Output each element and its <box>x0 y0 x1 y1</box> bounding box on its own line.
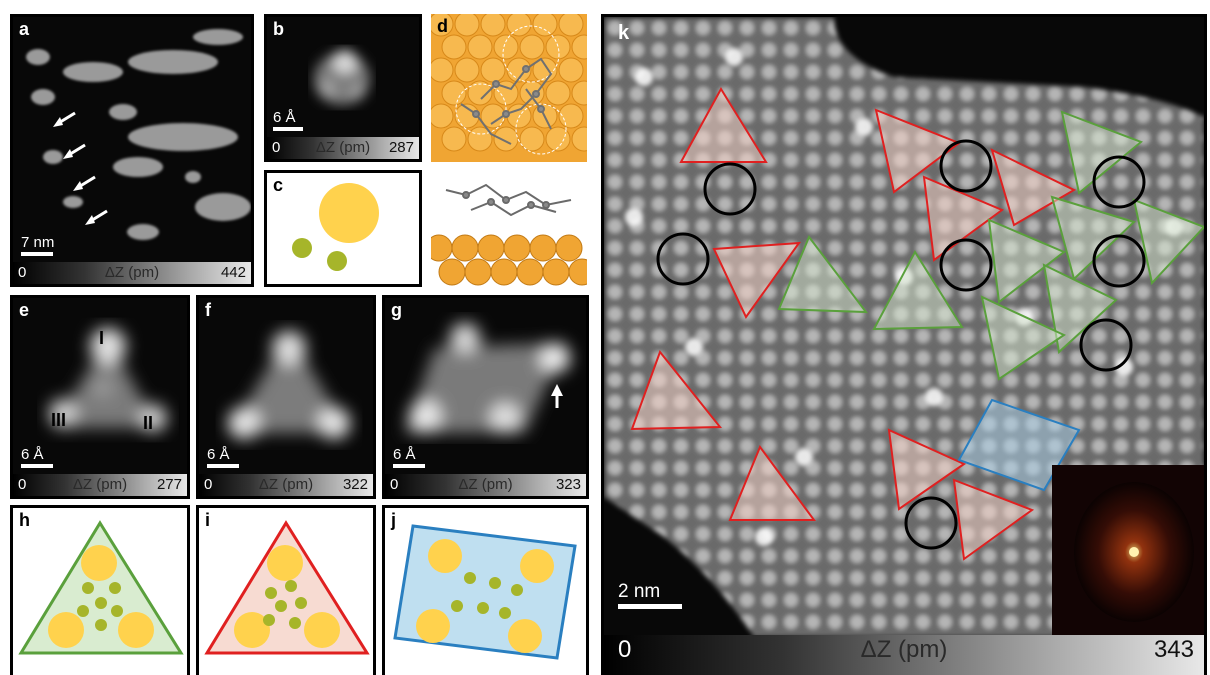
stm-image-k <box>604 17 1204 637</box>
panel-label: f <box>205 300 211 320</box>
fft-inset <box>1052 465 1204 637</box>
green-triangle <box>21 523 181 653</box>
scale-bar: 6 Å <box>207 444 251 468</box>
arrow-marker <box>551 384 563 408</box>
stm-image-a <box>13 17 251 262</box>
panel-label: e <box>19 300 29 320</box>
colorbar: 0 ΔZ (pm) 322 <box>199 474 373 496</box>
schematic-h <box>13 508 187 675</box>
panel-label: d <box>437 16 448 36</box>
schematic-i <box>199 508 373 675</box>
molecule-top-view <box>431 14 587 162</box>
panel-a: a 7 nm 0 ΔZ (pm) 442 <box>10 14 254 287</box>
arrow-markers <box>53 113 107 225</box>
panel-label: a <box>19 19 29 39</box>
large-yellow-circle <box>319 183 379 243</box>
panel-label: j <box>391 510 396 530</box>
schematic-j <box>385 508 586 675</box>
colorbar: 0 ΔZ (pm) 287 <box>267 137 419 159</box>
panel-h: h <box>10 505 190 675</box>
site-label-III: III <box>51 410 66 431</box>
colorbar: 0 ΔZ (pm) 323 <box>385 474 586 496</box>
panel-c: c <box>264 170 422 287</box>
panel-d: d <box>431 14 587 162</box>
panel-label: b <box>273 19 284 39</box>
schematic-c <box>267 173 419 284</box>
panel-k: k 2 nm 0 ΔZ (pm) 343 <box>601 14 1207 675</box>
panel-b: b 6 Å 0 ΔZ (pm) 287 <box>264 14 422 162</box>
panel-f: f 6 Å 0 ΔZ (pm) 322 <box>196 295 376 499</box>
panel-label: k <box>618 23 629 43</box>
scale-bar: 6 Å <box>273 107 313 131</box>
small-olive-circle <box>292 238 312 258</box>
colorbar: 0 ΔZ (pm) 277 <box>13 474 187 496</box>
colorbar: 0 ΔZ (pm) 343 <box>604 635 1204 675</box>
panel-label: i <box>205 510 210 530</box>
site-label-I: I <box>99 328 104 349</box>
scale-bar: 7 nm <box>21 232 65 256</box>
scale-bar: 2 nm <box>618 579 698 609</box>
panel-e: e I II III 6 Å 0 ΔZ (pm) 277 <box>10 295 190 499</box>
site-label-II: II <box>143 413 153 434</box>
scale-bar: 6 Å <box>21 444 65 468</box>
panel-j: j <box>382 505 589 675</box>
colorbar: 0 ΔZ (pm) 442 <box>13 262 251 284</box>
panel-g: g 6 Å 0 ΔZ (pm) 323 <box>382 295 589 499</box>
panel-i: i <box>196 505 376 675</box>
small-olive-circle <box>327 251 347 271</box>
panel-label: c <box>273 175 283 195</box>
scale-bar: 6 Å <box>393 444 437 468</box>
molecule-side-view <box>431 170 587 287</box>
panel-label: h <box>19 510 30 530</box>
panel-label: g <box>391 300 402 320</box>
